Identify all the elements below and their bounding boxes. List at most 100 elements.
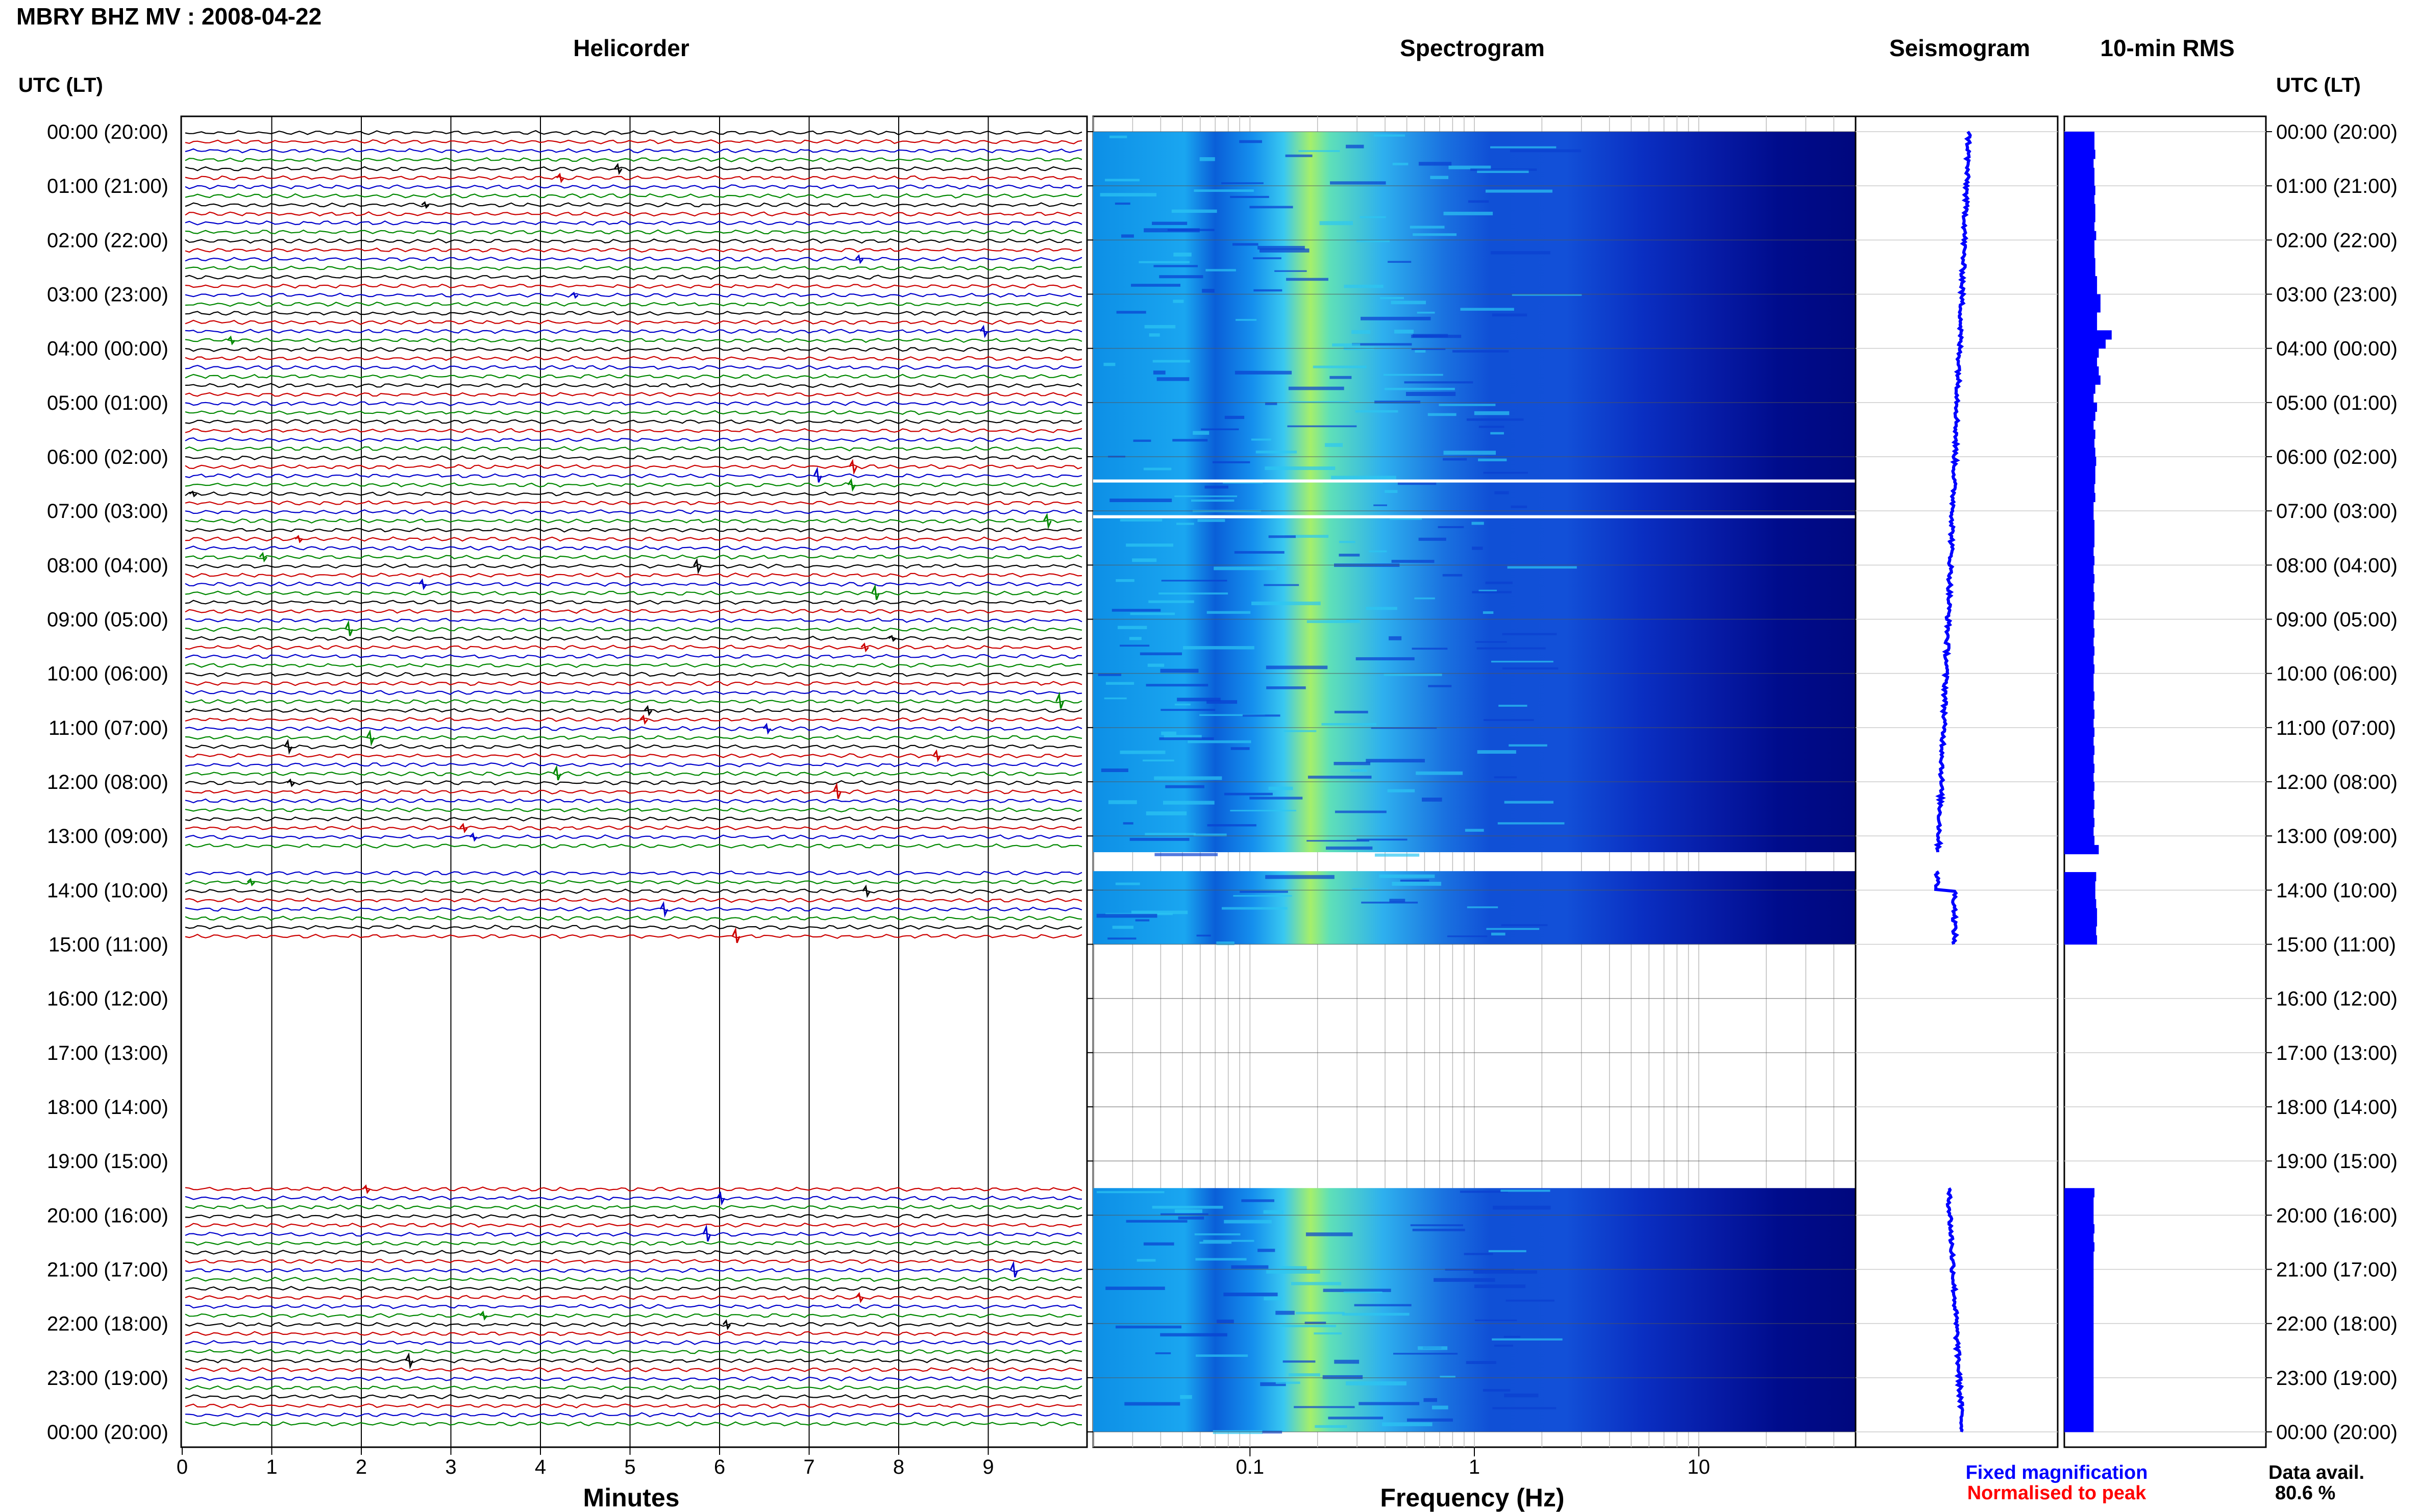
rms-bar <box>2064 411 2095 421</box>
spectral-texture <box>1474 411 1510 415</box>
spectral-texture <box>1132 558 1157 562</box>
spectral-texture <box>1494 491 1509 494</box>
spectral-texture <box>1418 1346 1448 1350</box>
spectral-texture <box>1350 769 1367 772</box>
spectral-texture <box>1342 1312 1410 1316</box>
time-label-left: 03:00 (23:00) <box>47 284 168 306</box>
rms-bar <box>2064 429 2095 439</box>
spectrogram-gap <box>1093 479 1856 483</box>
helicorder-trace <box>185 590 1082 596</box>
time-label-left: 13:00 (09:00) <box>47 825 168 848</box>
event-spike <box>556 172 565 183</box>
rms-bar <box>2064 601 2094 611</box>
time-label-left: 21:00 (17:00) <box>47 1259 168 1281</box>
rms-bar <box>2064 330 2112 340</box>
spectral-texture <box>1474 1319 1517 1321</box>
spectral-texture <box>1465 829 1484 832</box>
helicorder-trace <box>185 1394 1082 1400</box>
spectral-texture <box>1460 308 1514 311</box>
spectral-texture <box>1374 401 1421 404</box>
time-label-left: 16:00 (12:00) <box>47 988 168 1010</box>
event-spike <box>932 749 942 762</box>
spectrogram-block <box>1093 132 1856 853</box>
spectral-texture <box>1153 370 1166 375</box>
spectral-texture <box>1280 1325 1337 1327</box>
spectral-texture <box>1352 888 1368 890</box>
spectral-texture <box>1351 330 1371 334</box>
seismogram-trace <box>1945 1187 1964 1433</box>
spectral-texture <box>1418 162 1452 166</box>
rms-bar <box>2064 204 2095 213</box>
spectral-texture <box>1391 301 1426 305</box>
helicorder-trace <box>185 879 1082 885</box>
time-label-left: 14:00 (10:00) <box>47 879 168 902</box>
helicorder-trace <box>185 753 1082 758</box>
rms-bar <box>2064 583 2094 592</box>
helicorder-trace <box>185 473 1082 479</box>
time-label-right: 17:00 (13:00) <box>2276 1042 2398 1064</box>
rms-bar <box>2064 1215 2094 1225</box>
time-label-left: 09:00 (05:00) <box>47 609 168 631</box>
spectral-texture <box>1173 300 1184 303</box>
rms-bar <box>2064 492 2095 502</box>
spectral-texture <box>1139 261 1190 263</box>
spectral-texture <box>1478 426 1504 428</box>
helicorder-trace <box>185 175 1082 181</box>
spectral-texture <box>1389 636 1402 640</box>
helicorder-trace <box>185 202 1082 208</box>
spectral-texture <box>1305 1232 1353 1236</box>
helicorder-trace <box>185 617 1082 623</box>
spectral-texture <box>1373 134 1405 137</box>
spectral-texture <box>1159 737 1214 740</box>
event-spike <box>717 1191 725 1206</box>
spectral-texture <box>1266 665 1328 670</box>
helicorder-trace <box>185 563 1082 569</box>
time-label-left: 15:00 (11:00) <box>48 934 168 956</box>
spectral-texture <box>1196 1354 1248 1357</box>
spectral-texture <box>1466 418 1524 421</box>
spectral-texture <box>1331 476 1396 480</box>
spectral-texture <box>1183 646 1254 650</box>
spectral-texture <box>1468 200 1489 203</box>
spectral-texture <box>1287 425 1357 428</box>
event-spike <box>189 490 198 498</box>
spectral-texture <box>1354 1304 1412 1306</box>
spectral-texture <box>1120 645 1150 647</box>
helicorder-trace <box>185 419 1082 425</box>
spectral-texture <box>1490 146 1557 148</box>
spectral-texture <box>1109 135 1127 138</box>
spectral-texture <box>1319 221 1353 226</box>
spectral-texture <box>1374 853 1420 857</box>
spectral-texture <box>1177 698 1221 702</box>
spectral-texture <box>1412 1228 1465 1231</box>
spectral-texture <box>1191 499 1235 502</box>
rms-bar <box>2064 872 2096 882</box>
time-labels: 00:00 (20:00) 00:00 (20:00) 01:00 (21:00) 0… <box>47 121 2398 1444</box>
data-availability-label: Data avail. <box>2268 1462 2364 1483</box>
spectral-texture <box>1306 840 1370 842</box>
spectral-texture <box>1224 415 1245 419</box>
spectrogram-title: Spectrogram <box>1400 35 1545 61</box>
helicorder-trace <box>185 1213 1082 1219</box>
spectral-texture <box>1379 874 1435 878</box>
spectral-texture <box>1344 284 1384 288</box>
rms-bar <box>2064 285 2097 294</box>
frequency-tick-label: 0.1 <box>1236 1456 1265 1478</box>
spectral-texture <box>1171 209 1217 213</box>
helicorder-trace <box>185 807 1082 813</box>
rms-bar <box>2064 150 2095 159</box>
spectral-texture <box>1423 1398 1437 1402</box>
spectral-texture <box>1422 798 1442 802</box>
rms-bar <box>2064 1251 2094 1261</box>
spectral-texture <box>1483 472 1528 474</box>
spectral-texture <box>1488 1250 1526 1252</box>
rms-bar <box>2064 348 2099 358</box>
spectral-texture <box>1152 221 1188 225</box>
spectral-texture <box>1410 226 1445 229</box>
spectral-texture <box>1264 584 1299 586</box>
spectral-texture <box>1497 822 1565 825</box>
spectral-texture <box>1434 1278 1495 1282</box>
spectral-texture <box>1096 913 1157 918</box>
rms-bar <box>2064 167 2095 177</box>
spectral-texture <box>1207 824 1256 827</box>
